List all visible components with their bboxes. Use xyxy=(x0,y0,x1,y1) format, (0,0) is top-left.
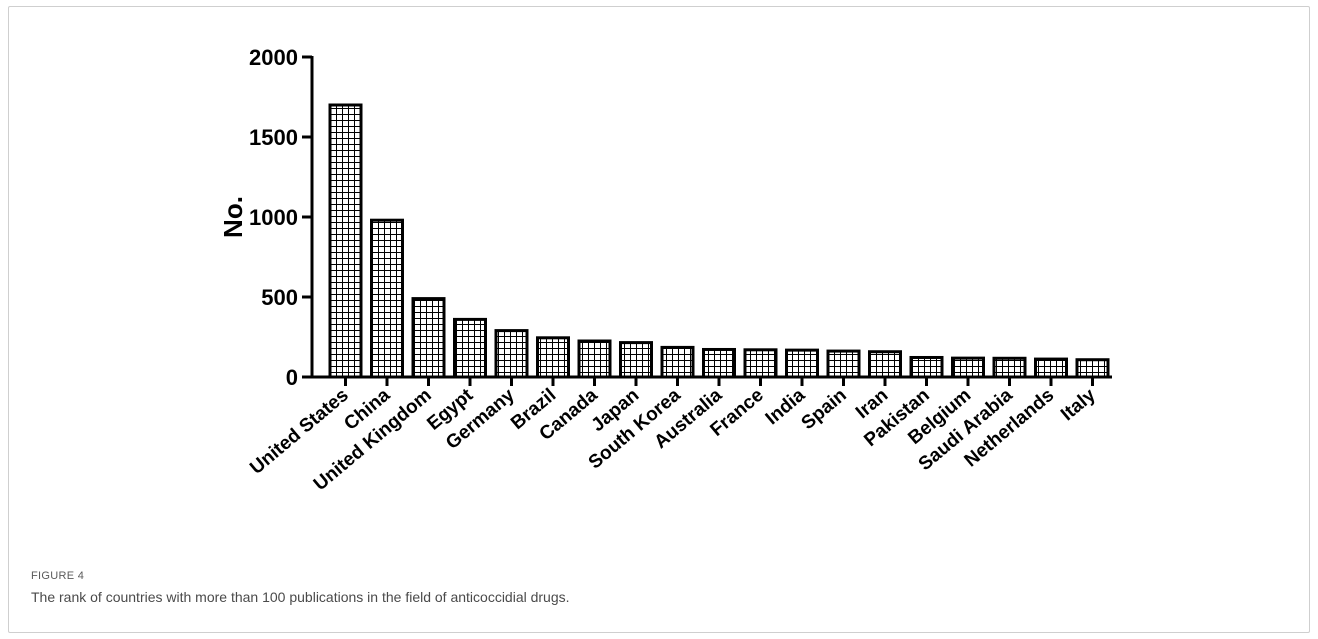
bar-belgium xyxy=(951,356,985,379)
bar-egypt xyxy=(453,317,487,379)
bar-japan xyxy=(619,341,653,379)
bar-australia xyxy=(702,347,736,379)
bar-united-kingdom xyxy=(411,297,446,379)
bar-germany xyxy=(494,329,529,379)
bar-iran xyxy=(868,350,902,379)
figure-frame xyxy=(8,6,1310,633)
bar-france xyxy=(743,348,778,379)
y-tick-label: 2000 xyxy=(249,45,298,70)
bar-saudi-arabia xyxy=(992,356,1027,379)
x-tick-label: Italy xyxy=(1057,384,1100,425)
y-tick-label: 0 xyxy=(286,365,298,390)
bar-brazil xyxy=(536,336,570,379)
bar-canada xyxy=(577,339,612,379)
bar-spain xyxy=(826,349,861,379)
x-tick-label: Spain xyxy=(798,385,851,434)
y-axis-label: No. xyxy=(218,196,248,238)
bar-india xyxy=(785,348,819,379)
bar-china xyxy=(370,218,404,379)
figure-label: FIGURE 4 xyxy=(31,570,85,582)
figure-caption: The rank of countries with more than 100… xyxy=(31,589,570,605)
bar-pakistan xyxy=(909,355,944,379)
bar-italy xyxy=(1075,358,1110,379)
bar-netherlands xyxy=(1034,357,1068,379)
y-tick-label: 1000 xyxy=(249,205,298,230)
y-tick-label: 1500 xyxy=(249,125,298,150)
y-tick-label: 500 xyxy=(261,285,298,310)
bar-south-korea xyxy=(660,345,695,379)
bar-united-states xyxy=(328,103,363,379)
